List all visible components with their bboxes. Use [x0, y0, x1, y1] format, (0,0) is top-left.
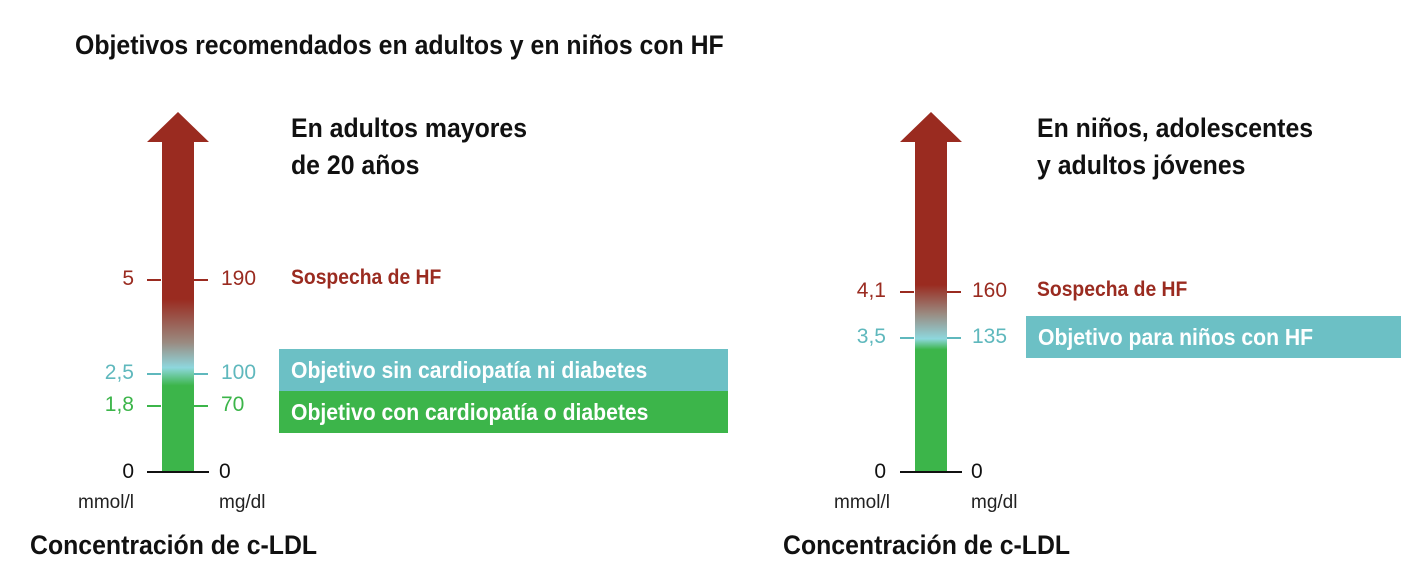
tick-mark	[194, 405, 208, 407]
tick-mark	[147, 373, 161, 375]
band-label: Objetivo con cardiopatía o diabetes	[291, 398, 649, 425]
heading-line-2: y adultos jóvenes	[1037, 150, 1246, 180]
panel-heading: En adultos mayores de 20 años	[291, 110, 527, 184]
unit-mgdl: mg/dl	[971, 492, 1018, 513]
tick-mmol: 3,5	[856, 325, 886, 348]
tick-mmol: 0	[122, 460, 134, 483]
tick-mark	[947, 337, 961, 339]
band-label: Objetivo para niños con HF	[1038, 323, 1314, 350]
target-band-children: Objetivo para niños con HF	[1026, 316, 1401, 358]
tick-mark	[900, 337, 914, 339]
baseline	[900, 471, 962, 473]
panel-footer: Concentración de c-LDL	[783, 530, 1071, 560]
tick-mgdl: 190	[221, 267, 257, 290]
suspicion-label: Sospecha de HF	[1037, 278, 1188, 301]
unit-mgdl: mg/dl	[219, 492, 266, 513]
tick-mark	[900, 291, 914, 293]
tick-mark	[147, 279, 161, 281]
tick-mmol: 0	[874, 460, 886, 483]
heading-line-2: de 20 años	[291, 150, 420, 180]
panel-footer: Concentración de c-LDL	[30, 530, 318, 560]
band-label: Objetivo sin cardiopatía ni diabetes	[291, 356, 648, 383]
tick-mmol: 1,8	[104, 393, 134, 416]
tick-mgdl: 135	[972, 325, 1008, 348]
tick-mgdl: 160	[972, 279, 1008, 302]
tick-mmol: 5	[122, 267, 134, 290]
suspicion-label: Sospecha de HF	[291, 266, 442, 289]
page-title: Objetivos recomendados en adultos y en n…	[75, 30, 724, 60]
tick-mgdl: 70	[221, 393, 245, 416]
ldl-arrow-icon	[900, 112, 962, 472]
tick-mgdl: 0	[971, 460, 983, 483]
heading-line-1: En adultos mayores	[291, 113, 528, 143]
unit-mmol: mmol/l	[78, 492, 134, 513]
target-band-disease: Objetivo con cardiopatía o diabetes	[279, 391, 728, 433]
ldl-arrow-icon	[147, 112, 209, 472]
tick-mark	[947, 291, 961, 293]
tick-mark	[194, 279, 208, 281]
tick-mgdl: 0	[219, 460, 231, 483]
unit-mmol: mmol/l	[834, 492, 890, 513]
panel-heading: En niños, adolescentes y adultos jóvenes	[1037, 110, 1313, 184]
target-band-no-disease: Objetivo sin cardiopatía ni diabetes	[279, 349, 728, 391]
tick-mgdl: 100	[221, 361, 257, 384]
baseline	[147, 471, 209, 473]
tick-mmol: 2,5	[104, 361, 134, 384]
heading-line-1: En niños, adolescentes	[1037, 113, 1314, 143]
tick-mmol: 4,1	[856, 279, 886, 302]
tick-mark	[147, 405, 161, 407]
tick-mark	[194, 373, 208, 375]
